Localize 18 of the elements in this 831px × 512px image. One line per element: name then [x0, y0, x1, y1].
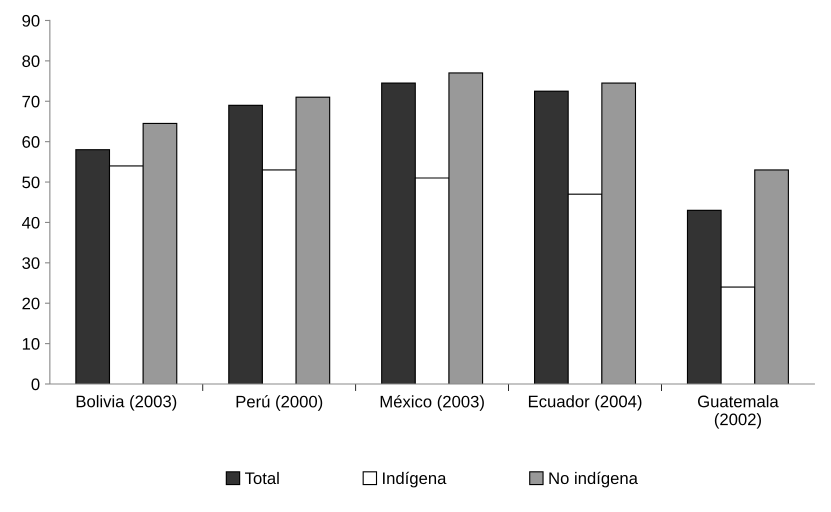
- legend-label: No indígena: [549, 472, 638, 488]
- y-tick-label: 30: [22, 257, 40, 270]
- y-tick-label: 50: [22, 176, 40, 188]
- x-tick-label: México (2003): [380, 395, 484, 411]
- legend-label: Indígena: [383, 472, 446, 488]
- x-tick-label: Perú (2000): [236, 395, 322, 411]
- y-tick-label: 10: [22, 338, 40, 350]
- y-tick-label: 70: [22, 96, 40, 108]
- y-tick-label: 40: [22, 216, 40, 229]
- y-tick-label: 80: [22, 55, 40, 68]
- x-tick-label: Bolivia (2003): [76, 395, 176, 411]
- legend-label: Total: [245, 472, 279, 484]
- x-tick-label: Guatemala (2002): [698, 395, 779, 429]
- x-tick-label: Ecuador (2004): [528, 395, 642, 411]
- y-tick-label: 60: [22, 136, 40, 148]
- y-tick-label: 20: [22, 298, 40, 310]
- y-tick-label: 0: [32, 378, 40, 390]
- y-tick-label: 90: [22, 14, 40, 27]
